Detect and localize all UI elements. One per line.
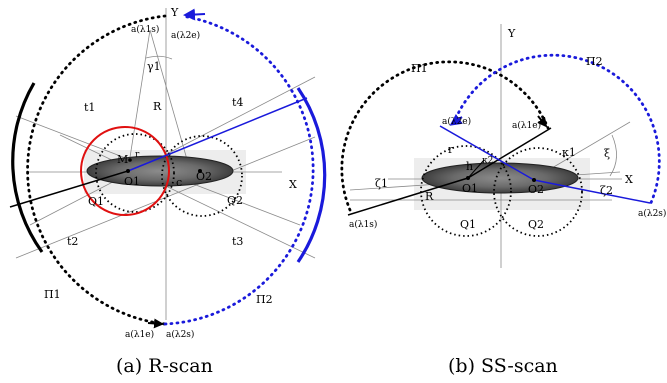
tangent-t2 (15, 136, 316, 259)
arrow-black-b (537, 115, 548, 128)
red-circle (80, 126, 170, 216)
label-a-l2e: a(λ2e) (171, 30, 200, 41)
black-ray (9, 170, 129, 208)
panel-a-x-label: X (289, 178, 297, 191)
point-o1-b (466, 176, 470, 180)
label-gamma1: γ1 (147, 60, 161, 73)
label-t4: t4 (232, 96, 243, 109)
label-o2: O2 (196, 170, 212, 183)
ray-r-left (127, 29, 151, 171)
arc-pi1-black (26, 14, 167, 326)
tangent-t4 (29, 76, 316, 226)
circle-q1-b (420, 145, 512, 237)
label-o1: O1 (124, 175, 140, 188)
label-a-l2e-b: a(λ2e) (442, 116, 471, 127)
label-xi: ξ (604, 147, 610, 160)
gamma-ray (149, 29, 191, 171)
label-a-l1e: a(λ1e) (125, 329, 154, 340)
point-o2-b (532, 178, 536, 182)
panel-b-object-ellipse (421, 162, 579, 194)
arrow-blue-top (183, 8, 206, 21)
black-ray-b (347, 177, 469, 216)
label-o2-b: O2 (528, 183, 544, 196)
label-a-l1s: a(λ1s) (131, 24, 159, 35)
label-r-small: r (135, 150, 140, 160)
label-t3: t3 (232, 235, 243, 248)
label-zeta1: ζ1 (375, 177, 388, 190)
label-q1-b: Q1 (460, 218, 476, 231)
panel-b-x-label: X (625, 173, 633, 186)
label-zeta2: ζ2 (600, 184, 613, 197)
solid-arc-black (11, 82, 44, 253)
panel-a-r-scan: Y X a(λ1s) a(λ2e) γ1 R t1 t4 t2 t3 M r O… (9, 6, 327, 377)
panel-b-y-label: Y (507, 27, 516, 40)
xi-arc (609, 134, 617, 177)
tangent-t3 (59, 134, 316, 259)
label-t1: t1 (84, 101, 95, 114)
label-m: M (117, 153, 128, 166)
label-t2: t2 (67, 235, 78, 248)
label-a-l1s-b: a(λ1s) (349, 219, 377, 230)
panel-a-object-ellipse (86, 155, 234, 187)
label-h: h (466, 160, 473, 173)
label-q2: Q2 (227, 194, 243, 207)
label-c: c (176, 176, 182, 189)
label-kappa1: κ1 (562, 146, 576, 159)
point-m (128, 158, 132, 162)
arrow-blue-b (449, 113, 463, 126)
panel-a-y-label: Y (170, 6, 179, 19)
point-o1 (126, 169, 130, 173)
circle-q1 (95, 133, 175, 213)
blue-ray-b-1 (439, 125, 535, 181)
label-q2-b: Q2 (528, 218, 544, 231)
label-r-b: r (448, 143, 454, 156)
arc-pi2-blue (163, 14, 315, 326)
label-pi2-b: Π2 (586, 55, 603, 68)
panel-b-caption: (b) SS-scan (448, 355, 558, 377)
label-pi1-b: Π1 (411, 62, 428, 75)
label-a-l1e-b: a(λ1e) (512, 120, 541, 131)
arrow-black-bottom (147, 318, 164, 329)
panel-a-caption: (a) R-scan (116, 355, 213, 377)
label-o1-b: O1 (462, 182, 478, 195)
label-q1: Q1 (88, 195, 104, 208)
blue-ray-b-2 (533, 179, 651, 204)
black-ray-b-up (467, 127, 552, 179)
label-r-big: R (153, 100, 162, 113)
label-pi1: Π1 (44, 288, 61, 301)
arc-pi1-b-black (340, 60, 550, 212)
arc-pi2-b-blue (454, 53, 661, 207)
gamma-arc (145, 55, 173, 60)
circle-q2 (161, 135, 243, 217)
point-o2 (198, 169, 202, 173)
label-pi2: Π2 (256, 293, 273, 306)
panel-b-ss-scan: Y X Π1 Π2 a(λ2e) a(λ1e) a(λ1s) a(λ2s) ζ1… (340, 24, 666, 377)
circle-q2-b (493, 147, 583, 237)
label-a-l2s: a(λ2s) (166, 329, 194, 340)
label-kappa2: κ2 (482, 156, 493, 166)
h-line (467, 159, 485, 179)
solid-arc-blue (296, 87, 327, 263)
label-big-r-b: R (425, 190, 434, 203)
blue-ray (127, 97, 308, 172)
label-a-l2s-b: a(λ2s) (638, 208, 666, 219)
